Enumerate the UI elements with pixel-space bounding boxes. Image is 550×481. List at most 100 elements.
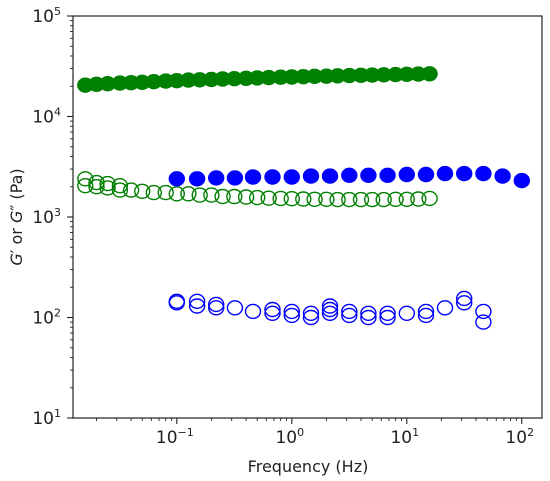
series-2-point [398,191,415,208]
x-tick-label: 100 [275,426,304,448]
series-3-point [513,172,530,189]
series-4-point [475,303,492,320]
series-2-point [122,182,140,198]
series-2-point [99,180,116,196]
series-1-point [421,66,438,82]
series-3-point [398,166,415,183]
series-2-point [77,171,94,187]
series-2-point [180,186,197,202]
series-4-point [207,300,225,316]
series-2-point [88,178,105,195]
series-2-point [88,174,105,191]
series-4-point [188,293,206,309]
series-4-point [456,290,473,307]
series-4-point [379,309,396,326]
series-4-point [207,296,225,313]
y-tick-label: 101 [32,407,61,429]
series-2-point [352,191,370,208]
series-4-point [283,307,300,324]
series-3-point [360,167,377,184]
series-3-point [417,166,435,183]
x-axis-label: Frequency (Hz) [248,457,369,476]
series-4-point [226,300,244,316]
y-tick-label: 104 [32,106,61,128]
series-3-point [226,170,244,186]
series-2-point [226,188,243,205]
series-4-point [302,305,320,321]
series-4-point [244,303,262,320]
y-tick-label: 102 [32,307,61,329]
series-4-point [168,295,186,311]
series-4-point [264,301,281,318]
series-3-point [302,168,320,184]
series-3-point [494,168,511,184]
series-2-point [145,184,163,201]
x-tick-label: 101 [390,426,419,448]
series-4-point [436,300,454,316]
series-3-point [188,171,206,187]
series-4-point [341,307,358,324]
series-4-point [360,309,377,326]
series-3-point [436,165,454,182]
series-2-point [214,188,231,205]
series-2-point [133,183,151,200]
series-3-point [168,171,186,187]
series-4-point [321,301,339,318]
series-2-point [77,177,94,194]
series-4-point [264,305,281,321]
series-2-point [341,191,358,208]
series-2-point [260,190,277,206]
series-4-point [283,303,300,320]
series-4-point [321,305,339,321]
series-2-point [191,187,208,203]
y-tick-label: 103 [32,206,61,228]
series-2-point [203,187,220,203]
x-tick-label: 10−1 [156,426,194,448]
series-2-point [306,191,323,208]
series-3-point [379,167,396,184]
series-2-point [283,190,300,207]
series-2-point [410,191,427,207]
series-2-point [375,191,392,208]
series-2-point [249,189,266,206]
series-2-point [387,191,404,208]
series-4-point [341,303,358,320]
series-3-point [475,165,492,182]
series-2-point [318,191,335,208]
series-4-point [417,303,435,320]
series-3-point [321,168,339,184]
x-ticks: 10−1 100 101 102 [96,418,534,448]
series-2-point [237,189,255,205]
series-3-point [283,169,300,185]
series-4-point [321,298,339,314]
series-2-point [168,186,186,202]
series-4-point [475,314,492,330]
series-3-point [341,167,358,184]
series-3-point [207,170,225,186]
series-4-point [456,295,473,311]
series-2-point [295,191,312,207]
x-tick-label: 102 [505,426,534,448]
series-4-point [360,305,377,321]
series-2-point [421,190,438,207]
series-2-point [157,184,174,201]
series-2-point [272,190,289,207]
series-3-point [456,165,473,182]
series-3-point [244,169,262,185]
series-2-point [111,177,129,194]
y-axis-label: G′ or G″ (Pa) [7,168,26,265]
series-4-point [302,309,320,326]
series-3-point [264,169,281,185]
series-2-point [329,191,346,208]
series-4-point [379,305,396,321]
y-ticks: 101 102 103 104 105 [32,5,73,429]
series-4-point [398,305,415,321]
series-2-point [111,182,129,198]
series-4-point [417,307,435,324]
series-2-point [364,191,381,208]
y-tick-label: 105 [32,5,61,27]
series-2-point [99,175,116,192]
plot-points [77,66,530,330]
series-4-point [188,298,206,314]
